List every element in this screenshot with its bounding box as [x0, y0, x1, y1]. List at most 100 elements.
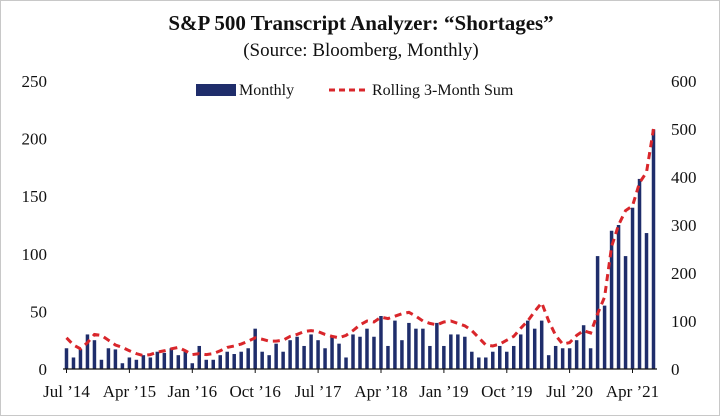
monthly-bar [281, 351, 285, 369]
x-tick-label: Apr ’15 [103, 382, 156, 401]
monthly-bar [218, 355, 222, 369]
monthly-bar [197, 345, 202, 369]
monthly-bar [225, 351, 229, 369]
monthly-bar [190, 363, 195, 369]
monthly-bar [155, 351, 160, 369]
monthly-bars [64, 129, 656, 369]
monthly-bar [379, 316, 383, 369]
monthly-bar [414, 328, 418, 369]
x-axis-ticks: Jul ’14 Apr ’15 Jan ’16 Oct ’16 Jul ’17 Apr ’… [43, 369, 659, 401]
monthly-bar [421, 328, 425, 369]
monthly-bar [344, 357, 348, 369]
monthly-bar [539, 320, 544, 369]
left-tick-label: 250 [22, 72, 48, 91]
monthly-bar [574, 340, 579, 369]
monthly-bar [463, 336, 467, 369]
legend: Monthly Rolling 3-Month Sum [196, 82, 514, 99]
monthly-bar [588, 348, 593, 369]
monthly-bar [274, 343, 278, 369]
monthly-bar [204, 359, 208, 369]
legend-label-monthly: Monthly [239, 82, 294, 99]
monthly-bar [449, 334, 453, 369]
x-tick-label: Jul ’17 [295, 382, 342, 401]
monthly-bar [211, 359, 215, 369]
left-tick-label: 50 [30, 302, 47, 321]
left-tick-label: 0 [39, 360, 48, 379]
monthly-bar [477, 357, 481, 369]
monthly-bar [78, 349, 83, 369]
chart-title: S&P 500 Transcript Analyzer: “Shortages” [168, 11, 553, 35]
monthly-bar [141, 355, 146, 369]
monthly-bar [386, 345, 390, 369]
monthly-bar [602, 305, 607, 369]
monthly-bar [456, 334, 460, 369]
monthly-bar [567, 348, 572, 369]
monthly-bar [169, 348, 174, 369]
left-tick-label: 150 [22, 187, 48, 206]
monthly-bar [442, 345, 446, 369]
monthly-bar [484, 357, 488, 369]
monthly-bar [85, 334, 90, 369]
monthly-bar [644, 233, 649, 369]
legend-bar-swatch [196, 84, 236, 96]
right-tick-label: 300 [671, 216, 697, 235]
monthly-bar [532, 328, 537, 369]
right-tick-label: 200 [671, 264, 697, 283]
right-tick-label: 100 [671, 312, 697, 331]
monthly-bar [407, 322, 411, 369]
monthly-bar [546, 355, 551, 369]
monthly-bar [295, 336, 299, 369]
monthly-bar [498, 345, 502, 369]
monthly-bar [148, 357, 153, 369]
monthly-bar [134, 359, 139, 369]
monthly-bar [630, 207, 635, 369]
monthly-bar [71, 357, 76, 369]
monthly-bar [609, 230, 614, 369]
right-tick-label: 0 [671, 360, 680, 379]
monthly-bar [393, 320, 397, 369]
monthly-bar [505, 351, 509, 369]
monthly-bar [92, 340, 97, 369]
left-tick-label: 100 [22, 245, 48, 264]
monthly-bar [525, 320, 530, 369]
monthly-bar [127, 357, 132, 369]
rolling-sum-line [65, 128, 655, 358]
x-tick-label: Apr ’21 [606, 382, 659, 401]
x-tick-label: Jul ’20 [546, 382, 593, 401]
x-tick-label: Jan ’19 [419, 382, 469, 401]
x-tick-label: Oct ’16 [229, 382, 280, 401]
left-tick-label: 200 [22, 130, 48, 149]
right-tick-label: 500 [671, 120, 697, 139]
x-tick-label: Oct ’19 [481, 382, 532, 401]
monthly-bar [162, 352, 167, 369]
monthly-bar [99, 359, 104, 369]
monthly-bar [309, 334, 313, 369]
monthly-bar [106, 348, 111, 369]
monthly-bar [316, 340, 320, 369]
monthly-bar [400, 340, 404, 369]
monthly-bar [365, 328, 369, 369]
monthly-bar [120, 363, 125, 369]
x-tick-label: Jan ’16 [168, 382, 218, 401]
monthly-bar [491, 351, 495, 369]
legend-label-rolling: Rolling 3-Month Sum [372, 82, 514, 99]
x-tick-label: Jul ’14 [43, 382, 90, 401]
monthly-bar [428, 345, 432, 369]
monthly-bar [330, 336, 334, 369]
monthly-bar [253, 328, 257, 369]
monthly-bar [435, 322, 439, 369]
monthly-bar [64, 348, 69, 369]
monthly-bar [470, 351, 474, 369]
monthly-bar [372, 336, 376, 369]
monthly-bar [113, 349, 118, 369]
monthly-bar [302, 345, 306, 369]
right-tick-label: 400 [671, 168, 697, 187]
monthly-bar [183, 351, 188, 369]
monthly-bar [581, 325, 586, 369]
monthly-bar [616, 225, 621, 369]
monthly-bar [623, 256, 628, 369]
monthly-bar [553, 345, 558, 369]
monthly-bar [337, 343, 341, 369]
monthly-bar [246, 348, 250, 369]
